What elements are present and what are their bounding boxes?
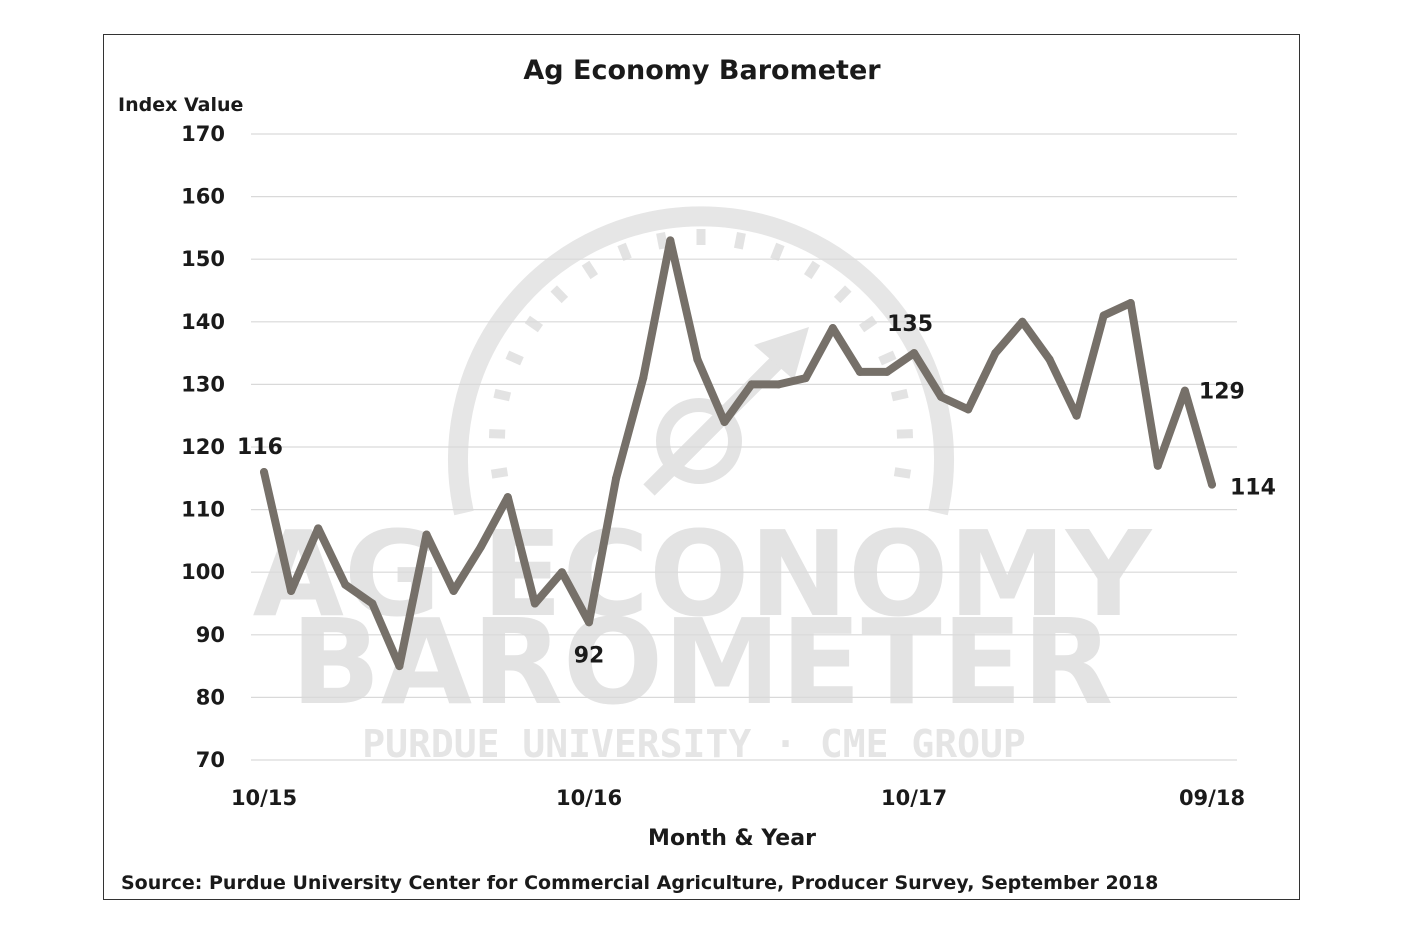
- chart-title: Ag Economy Barometer: [523, 55, 881, 86]
- svg-text:PURDUE UNIVERSITY · CME GROUP: PURDUE UNIVERSITY · CME GROUP: [362, 722, 1025, 766]
- data-point: [937, 392, 946, 401]
- data-point: [368, 599, 377, 608]
- data-labels: 116 92 135 129 114: [237, 312, 1276, 668]
- svg-text:BAROMETER: BAROMETER: [291, 593, 1113, 731]
- chart-frame: AG ECONOMY BAROMETER PURDUE UNIVERSITY ·…: [103, 34, 1300, 900]
- data-point: [1045, 355, 1054, 364]
- watermark-dial-tick: [833, 285, 852, 304]
- watermark-dial-tick: [505, 350, 524, 366]
- data-point: [693, 355, 702, 364]
- data-point: [341, 580, 350, 589]
- watermark-dial-tick: [617, 242, 632, 261]
- data-point: [666, 236, 675, 245]
- svg-text:AG ECONOMY: AG ECONOMY: [253, 505, 1153, 643]
- data-point: [1126, 299, 1135, 308]
- y-tick-label: 170: [181, 122, 225, 146]
- data-point: [287, 586, 296, 595]
- series-line-group: [260, 236, 1216, 671]
- x-tick-label: 10/15: [231, 786, 297, 810]
- data-point: [612, 474, 621, 483]
- data-point: [1072, 411, 1081, 420]
- watermark-dial-tick: [878, 350, 897, 366]
- y-tick-label: 70: [196, 748, 225, 772]
- watermark-dial-tick: [656, 232, 669, 250]
- x-tick-label: 09/18: [1179, 786, 1245, 810]
- x-axis-label: Month & Year: [648, 826, 816, 851]
- x-axis-ticks: 10/15 10/16 10/17 09/18: [231, 786, 1245, 810]
- y-axis-ticks: 70 80 90 100 110 120 130 140 150 160 170: [181, 122, 225, 772]
- x-tick-label: 10/16: [556, 786, 622, 810]
- y-tick-label: 130: [181, 372, 225, 396]
- watermark-dial-tick: [493, 388, 512, 402]
- data-point: [855, 367, 864, 376]
- watermark-dial-tick: [490, 467, 509, 479]
- data-point: [260, 468, 268, 477]
- data-point: [882, 367, 891, 376]
- data-point: [1208, 480, 1216, 489]
- data-point: [422, 530, 431, 539]
- y-tick-label: 100: [181, 560, 225, 584]
- data-point: [585, 618, 594, 627]
- data-point: [828, 324, 837, 333]
- y-tick-label: 110: [181, 498, 225, 522]
- y-axis-label: Index Value: [118, 94, 243, 116]
- watermark-dial-tick: [581, 260, 599, 280]
- data-point: [801, 374, 810, 383]
- y-tick-label: 120: [181, 435, 225, 459]
- watermark-dial-tick: [896, 429, 914, 439]
- watermark-dial-tick: [803, 260, 821, 280]
- data-point: [476, 543, 485, 552]
- data-point: [720, 417, 729, 426]
- watermark-dial-tick: [488, 429, 506, 439]
- watermark-dial-tick: [733, 232, 746, 250]
- data-point: [1153, 461, 1162, 470]
- data-point: [530, 599, 539, 608]
- y-tick-label: 150: [181, 247, 225, 271]
- data-point: [1180, 386, 1189, 395]
- y-tick-label: 160: [181, 185, 225, 209]
- line-chart: AG ECONOMY BAROMETER PURDUE UNIVERSITY ·…: [118, 55, 1276, 894]
- y-tick-label: 90: [196, 623, 225, 647]
- data-point: [395, 662, 404, 671]
- data-point: [557, 568, 566, 577]
- watermark-dial-tick: [893, 467, 912, 479]
- source-note: Source: Purdue University Center for Com…: [121, 872, 1158, 894]
- data-point: [639, 374, 648, 383]
- data-point: [910, 349, 919, 358]
- data-point: [964, 405, 973, 414]
- data-label: 116: [237, 435, 283, 460]
- y-tick-label: 80: [196, 685, 225, 709]
- data-point: [314, 524, 323, 533]
- data-label: 129: [1199, 380, 1245, 405]
- data-point: [1018, 317, 1027, 326]
- data-point: [449, 586, 458, 595]
- watermark-dial-tick: [858, 315, 878, 333]
- ag-economy-barometer-watermark: AG ECONOMY BAROMETER PURDUE UNIVERSITY ·…: [253, 206, 1153, 766]
- watermark-dial-tick: [550, 285, 569, 304]
- series-line: [260, 236, 1216, 671]
- watermark-dial-tick: [890, 388, 909, 402]
- x-tick-label: 10/17: [881, 786, 947, 810]
- data-label: 92: [574, 643, 605, 668]
- y-tick-label: 140: [181, 310, 225, 334]
- watermark-dial-tick: [770, 242, 785, 261]
- data-label: 114: [1230, 476, 1276, 501]
- data-point: [747, 380, 756, 389]
- watermark-dial-tick: [524, 315, 544, 333]
- data-point: [1099, 311, 1108, 320]
- data-label: 135: [887, 312, 933, 337]
- data-point: [991, 349, 1000, 358]
- data-point: [774, 380, 783, 389]
- data-point: [503, 493, 512, 502]
